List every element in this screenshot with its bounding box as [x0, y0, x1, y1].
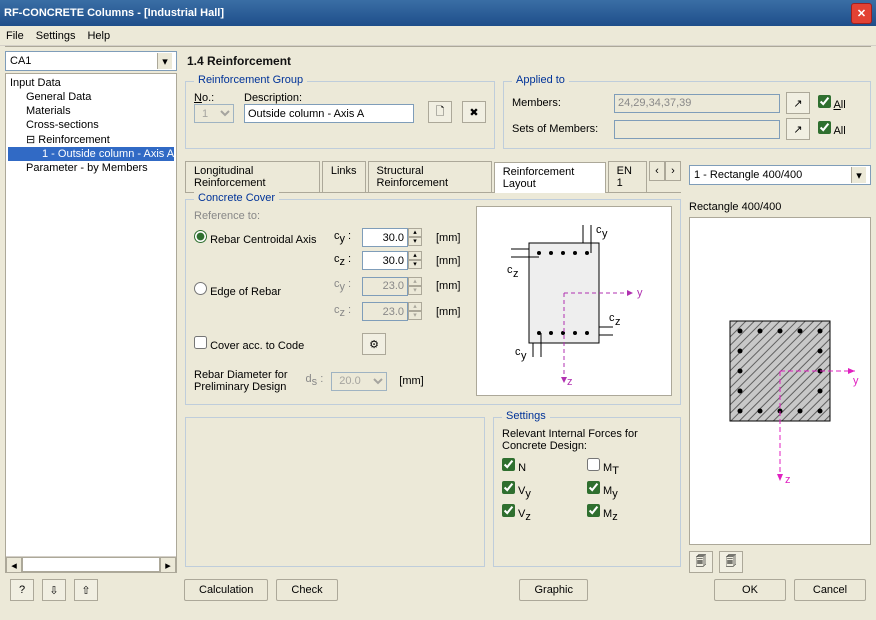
tab-en1[interactable]: EN 1 [608, 161, 647, 192]
chk-My[interactable]: My [587, 481, 672, 500]
settings-sub: Relevant Internal Forces for Concrete De… [502, 428, 672, 452]
case-combo[interactable]: CA1 ▾ [5, 51, 177, 71]
tree-general[interactable]: General Data [8, 90, 174, 104]
nav-tree: Input Data General Data Materials Cross-… [5, 73, 177, 573]
sets-label: Sets of Members: [512, 123, 608, 135]
group-blank [185, 417, 485, 567]
svg-text:y: y [521, 350, 527, 362]
cz-input[interactable]: ▴▾ [362, 251, 432, 270]
group-applied-title: Applied to [512, 74, 569, 86]
chk-Vz[interactable]: Vz [502, 504, 587, 523]
tab-longitudinal[interactable]: Longitudinal Reinforcement [185, 161, 320, 192]
menubar: File Settings Help [0, 26, 876, 46]
svg-text:z: z [785, 474, 791, 486]
desc-input[interactable] [244, 104, 414, 123]
chk-N[interactable]: N [502, 458, 587, 477]
ds-input: 20.0 [331, 372, 387, 391]
menu-file[interactable]: File [6, 30, 24, 42]
cover-diagram: y z cy cz [476, 206, 672, 396]
section-diagram: y z [689, 217, 871, 545]
tab-structural[interactable]: Structural Reinforcement [368, 161, 492, 192]
page-title: 1.4 Reinforcement [185, 54, 871, 68]
desc-label: Description: [244, 92, 418, 104]
svg-text:y: y [637, 287, 643, 299]
group-applied: Applied to Members: ↗ All Sets of Member… [503, 81, 871, 149]
no-input: 1 [194, 104, 234, 123]
bottom-bar: ? ⇩ ⇧ Calculation Check Graphic OK Cance… [0, 573, 876, 607]
pick-members-button[interactable]: ↗ [786, 92, 810, 114]
chk-Mz[interactable]: Mz [587, 504, 672, 523]
tree-reinf[interactable]: ⊟ Reinforcement [8, 132, 174, 147]
scroll-left-icon[interactable]: ◂ [6, 557, 22, 573]
no-label: N [194, 92, 202, 104]
opt-edge[interactable]: Edge of Rebar [194, 282, 334, 298]
scroll-right-icon[interactable]: ▸ [160, 557, 176, 573]
tree-scrollbar[interactable]: ◂ ▸ [6, 556, 176, 572]
cancel-button[interactable]: Cancel [794, 579, 866, 601]
chk-Vy[interactable]: Vy [502, 481, 587, 500]
new-group-button[interactable]: 🗋 [428, 101, 452, 123]
check-button[interactable]: Check [276, 579, 337, 601]
cover-title: Concrete Cover [194, 192, 279, 204]
section-name: Rectangle 400/400 [689, 199, 871, 217]
opt-centroidal[interactable]: Rebar Centroidal Axis [194, 230, 334, 246]
tab-scroll-left[interactable]: ‹ [649, 161, 665, 181]
members-label: Members: [512, 97, 608, 109]
delete-group-button[interactable]: ✖ [462, 101, 486, 123]
settings-title: Settings [502, 410, 550, 422]
group-settings: Settings Relevant Internal Forces for Co… [493, 417, 681, 567]
pick-sets-button[interactable]: ↗ [786, 118, 810, 140]
tree-param[interactable]: Parameter - by Members [8, 161, 174, 175]
group-cover: Concrete Cover Reference to: Rebar Centr… [185, 199, 681, 405]
svg-text:y: y [602, 228, 608, 240]
section-combo[interactable]: 1 - Rectangle 400/400 ▾ [689, 165, 871, 185]
sets-input [614, 120, 780, 139]
members-input [614, 94, 780, 113]
chk-MT[interactable]: MT [587, 458, 672, 477]
menu-help[interactable]: Help [87, 30, 110, 42]
chevron-down-icon: ▾ [851, 167, 866, 183]
section-info-button[interactable]: 🗐 [689, 551, 713, 573]
tree-xsections[interactable]: Cross-sections [8, 118, 174, 132]
tab-links[interactable]: Links [322, 161, 366, 192]
section-combo-value: 1 - Rectangle 400/400 [694, 169, 802, 181]
tree-materials[interactable]: Materials [8, 104, 174, 118]
tab-scroll-right[interactable]: › [665, 161, 681, 181]
cy-input[interactable]: ▴▾ [362, 228, 432, 247]
titlebar: RF-CONCRETE Columns - [Industrial Hall] … [0, 0, 876, 26]
code-settings-button[interactable]: ⚙ [362, 333, 386, 355]
svg-text:z: z [513, 268, 519, 280]
ok-button[interactable]: OK [714, 579, 786, 601]
case-combo-value: CA1 [10, 55, 31, 67]
window-title: RF-CONCRETE Columns - [Industrial Hall] [4, 7, 851, 19]
cy2-input [362, 277, 408, 296]
group-reinf-title: Reinforcement Group [194, 74, 307, 86]
cover-code-check[interactable]: Cover acc. to Code [194, 336, 334, 352]
tree-root[interactable]: Input Data [8, 76, 174, 90]
ds-label: ds : [306, 373, 324, 388]
help-button[interactable]: ? [10, 579, 34, 601]
all-sets-check[interactable]: All [818, 121, 862, 137]
import-button[interactable]: ⇩ [42, 579, 66, 601]
svg-text:z: z [615, 316, 621, 328]
menu-settings[interactable]: Settings [36, 30, 76, 42]
calculation-button[interactable]: Calculation [184, 579, 268, 601]
tabstrip: Longitudinal Reinforcement Links Structu… [185, 161, 681, 193]
svg-text:z: z [567, 376, 573, 388]
cz2-input [362, 302, 408, 321]
section-view-button[interactable]: 🗐 [719, 551, 743, 573]
group-reinforcement: Reinforcement Group No.: 1 Description: … [185, 81, 495, 149]
chevron-down-icon: ▾ [157, 53, 172, 69]
ref-label: Reference to: [194, 210, 466, 222]
graphic-button[interactable]: Graphic [519, 579, 588, 601]
cy-label: cy : [334, 230, 362, 245]
all-members-check[interactable]: All [818, 95, 862, 111]
close-button[interactable]: ✕ [851, 3, 872, 24]
svg-text:y: y [853, 375, 859, 387]
tree-reinf-1[interactable]: 1 - Outside column - Axis A [8, 147, 174, 161]
export-button[interactable]: ⇧ [74, 579, 98, 601]
tab-layout[interactable]: Reinforcement Layout [494, 162, 606, 193]
cz-label: cz : [334, 253, 362, 268]
